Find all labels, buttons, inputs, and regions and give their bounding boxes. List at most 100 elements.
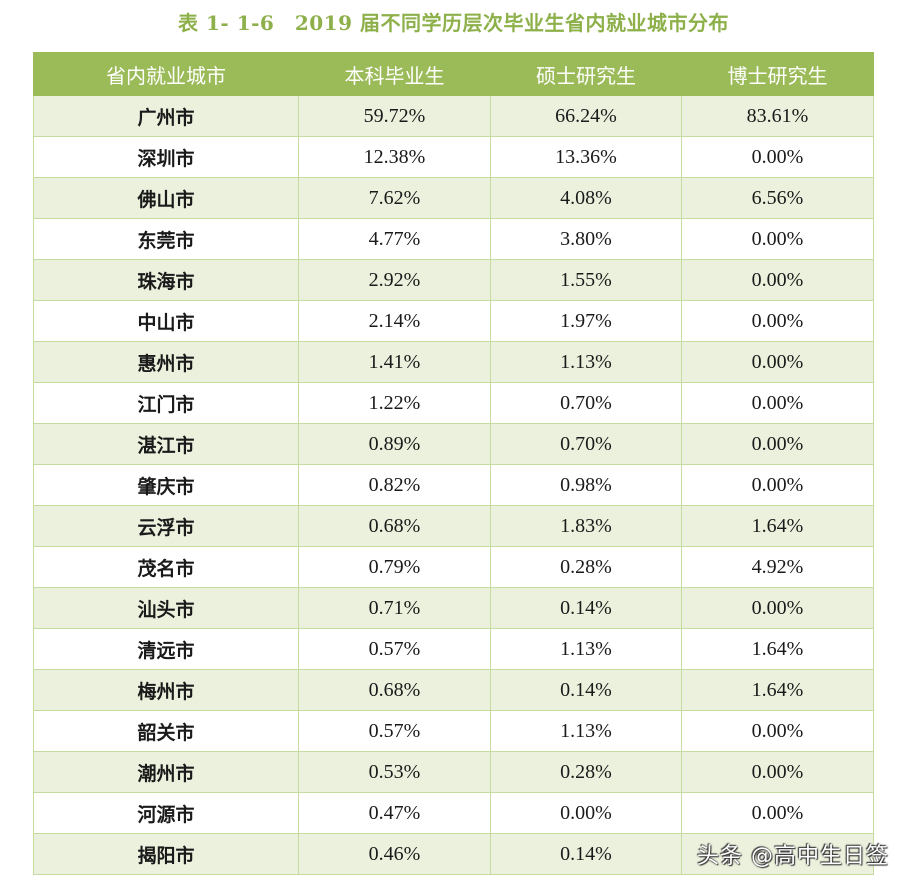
- table-row: 潮州市 0.53% 0.28% 0.00%: [33, 751, 874, 793]
- cell-master: 0.28%: [490, 546, 682, 588]
- cell-doctor: 0.00%: [681, 792, 874, 834]
- cell-city: 潮州市: [33, 751, 299, 793]
- cell-bachelor: 0.46%: [298, 833, 491, 875]
- cell-doctor: 83.61%: [681, 95, 874, 137]
- table-row: 惠州市 1.41% 1.13% 0.00%: [33, 341, 874, 383]
- cell-master: 66.24%: [490, 95, 682, 137]
- cell-city: 揭阳市: [33, 833, 299, 875]
- cell-doctor: 0.00%: [681, 382, 874, 424]
- cell-doctor: 0.00%: [681, 341, 874, 383]
- cell-bachelor: 0.68%: [298, 669, 491, 711]
- table-row: 深圳市 12.38% 13.36% 0.00%: [33, 136, 874, 178]
- cell-bachelor: 0.68%: [298, 505, 491, 547]
- cell-city: 东莞市: [33, 218, 299, 260]
- cell-bachelor: 59.72%: [298, 95, 491, 137]
- cell-doctor: 4.92%: [681, 546, 874, 588]
- cell-master: 1.13%: [490, 341, 682, 383]
- cell-bachelor: 0.57%: [298, 710, 491, 752]
- table-row: 梅州市 0.68% 0.14% 1.64%: [33, 669, 874, 711]
- header-doctor: 博士研究生: [681, 52, 874, 96]
- cell-bachelor: 2.14%: [298, 300, 491, 342]
- employment-city-table: 省内就业城市 本科毕业生 硕士研究生 博士研究生 广州市 59.72% 66.24%…: [33, 52, 874, 875]
- cell-master: 0.70%: [490, 423, 682, 465]
- cell-bachelor: 1.22%: [298, 382, 491, 424]
- cell-bachelor: 12.38%: [298, 136, 491, 178]
- cell-bachelor: 4.77%: [298, 218, 491, 260]
- cell-doctor: 0.00%: [681, 259, 874, 301]
- cell-bachelor: 0.47%: [298, 792, 491, 834]
- cell-city: 中山市: [33, 300, 299, 342]
- cell-master: 0.14%: [490, 587, 682, 629]
- cell-city: 惠州市: [33, 341, 299, 383]
- cell-master: 1.13%: [490, 628, 682, 670]
- cell-doctor: [681, 833, 874, 875]
- cell-city: 江门市: [33, 382, 299, 424]
- cell-bachelor: 0.71%: [298, 587, 491, 629]
- cell-doctor: 0.00%: [681, 300, 874, 342]
- cell-doctor: 0.00%: [681, 751, 874, 793]
- table-row: 东莞市 4.77% 3.80% 0.00%: [33, 218, 874, 260]
- table-header-row: 省内就业城市 本科毕业生 硕士研究生 博士研究生: [33, 52, 874, 96]
- cell-master: 1.13%: [490, 710, 682, 752]
- cell-city: 韶关市: [33, 710, 299, 752]
- table-row: 佛山市 7.62% 4.08% 6.56%: [33, 177, 874, 219]
- cell-doctor: 0.00%: [681, 423, 874, 465]
- header-city: 省内就业城市: [33, 52, 299, 96]
- cell-city: 清远市: [33, 628, 299, 670]
- cell-doctor: 0.00%: [681, 218, 874, 260]
- table-row: 江门市 1.22% 0.70% 0.00%: [33, 382, 874, 424]
- cell-bachelor: 1.41%: [298, 341, 491, 383]
- cell-city: 河源市: [33, 792, 299, 834]
- cell-bachelor: 0.89%: [298, 423, 491, 465]
- cell-bachelor: 0.53%: [298, 751, 491, 793]
- table-row: 茂名市 0.79% 0.28% 4.92%: [33, 546, 874, 588]
- table-row: 中山市 2.14% 1.97% 0.00%: [33, 300, 874, 342]
- cell-master: 1.55%: [490, 259, 682, 301]
- cell-master: 4.08%: [490, 177, 682, 219]
- table-row: 肇庆市 0.82% 0.98% 0.00%: [33, 464, 874, 506]
- table-row: 河源市 0.47% 0.00% 0.00%: [33, 792, 874, 834]
- cell-city: 汕头市: [33, 587, 299, 629]
- cell-bachelor: 2.92%: [298, 259, 491, 301]
- cell-master: 0.98%: [490, 464, 682, 506]
- table-row: 珠海市 2.92% 1.55% 0.00%: [33, 259, 874, 301]
- cell-master: 13.36%: [490, 136, 682, 178]
- cell-master: 0.14%: [490, 669, 682, 711]
- cell-bachelor: 0.57%: [298, 628, 491, 670]
- table-row: 湛江市 0.89% 0.70% 0.00%: [33, 423, 874, 465]
- cell-master: 0.28%: [490, 751, 682, 793]
- cell-doctor: 0.00%: [681, 587, 874, 629]
- cell-doctor: 0.00%: [681, 136, 874, 178]
- cell-doctor: 1.64%: [681, 628, 874, 670]
- cell-city: 佛山市: [33, 177, 299, 219]
- table-row: 广州市 59.72% 66.24% 83.61%: [33, 95, 874, 137]
- table-row: 揭阳市 0.46% 0.14%: [33, 833, 874, 875]
- cell-doctor: 1.64%: [681, 669, 874, 711]
- cell-city: 深圳市: [33, 136, 299, 178]
- cell-doctor: 1.64%: [681, 505, 874, 547]
- cell-city: 梅州市: [33, 669, 299, 711]
- cell-city: 肇庆市: [33, 464, 299, 506]
- cell-city: 茂名市: [33, 546, 299, 588]
- cell-master: 1.83%: [490, 505, 682, 547]
- cell-city: 湛江市: [33, 423, 299, 465]
- cell-doctor: 0.00%: [681, 464, 874, 506]
- table-row: 汕头市 0.71% 0.14% 0.00%: [33, 587, 874, 629]
- table-row: 韶关市 0.57% 1.13% 0.00%: [33, 710, 874, 752]
- cell-master: 3.80%: [490, 218, 682, 260]
- cell-master: 0.70%: [490, 382, 682, 424]
- table-title: 表 1- 1-6 2019 届不同学历层次毕业生省内就业城市分布: [178, 11, 729, 35]
- header-bachelor: 本科毕业生: [298, 52, 491, 96]
- cell-master: 0.14%: [490, 833, 682, 875]
- cell-city: 云浮市: [33, 505, 299, 547]
- table-row: 清远市 0.57% 1.13% 1.64%: [33, 628, 874, 670]
- cell-master: 0.00%: [490, 792, 682, 834]
- cell-city: 广州市: [33, 95, 299, 137]
- watermark: 头条 @高中生日签: [697, 844, 889, 869]
- table-row: 云浮市 0.68% 1.83% 1.64%: [33, 505, 874, 547]
- cell-bachelor: 7.62%: [298, 177, 491, 219]
- cell-doctor: 6.56%: [681, 177, 874, 219]
- cell-master: 1.97%: [490, 300, 682, 342]
- cell-doctor: 0.00%: [681, 710, 874, 752]
- cell-bachelor: 0.82%: [298, 464, 491, 506]
